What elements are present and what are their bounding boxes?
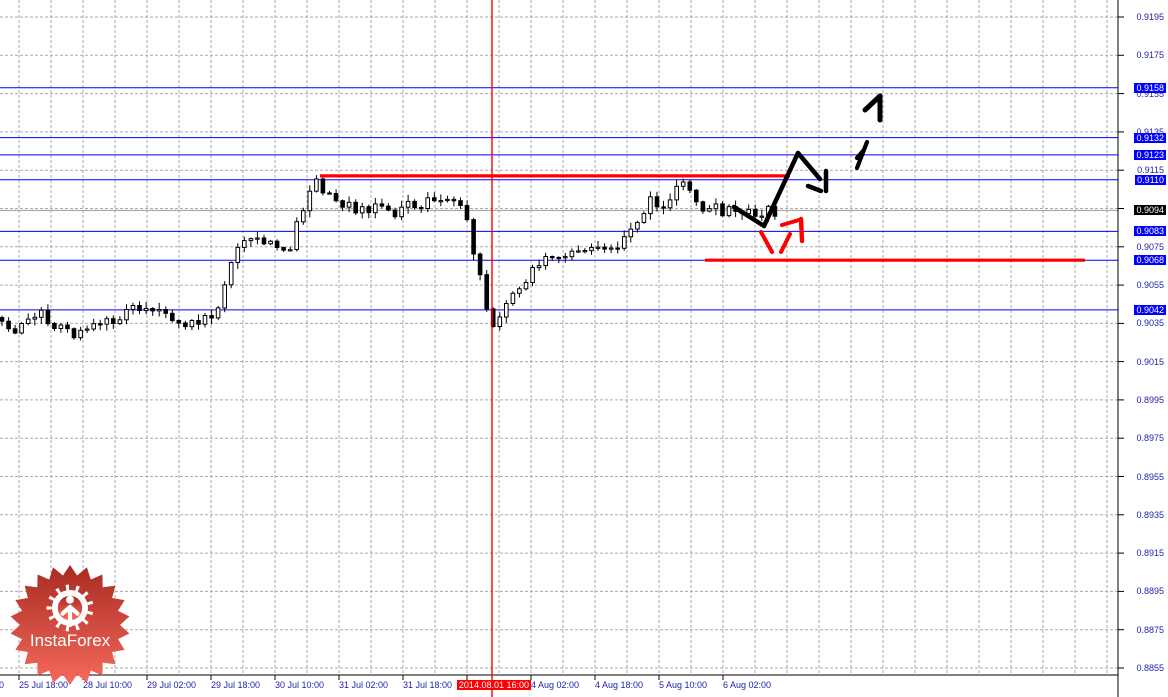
svg-text:InstaForex: InstaForex bbox=[30, 631, 111, 650]
